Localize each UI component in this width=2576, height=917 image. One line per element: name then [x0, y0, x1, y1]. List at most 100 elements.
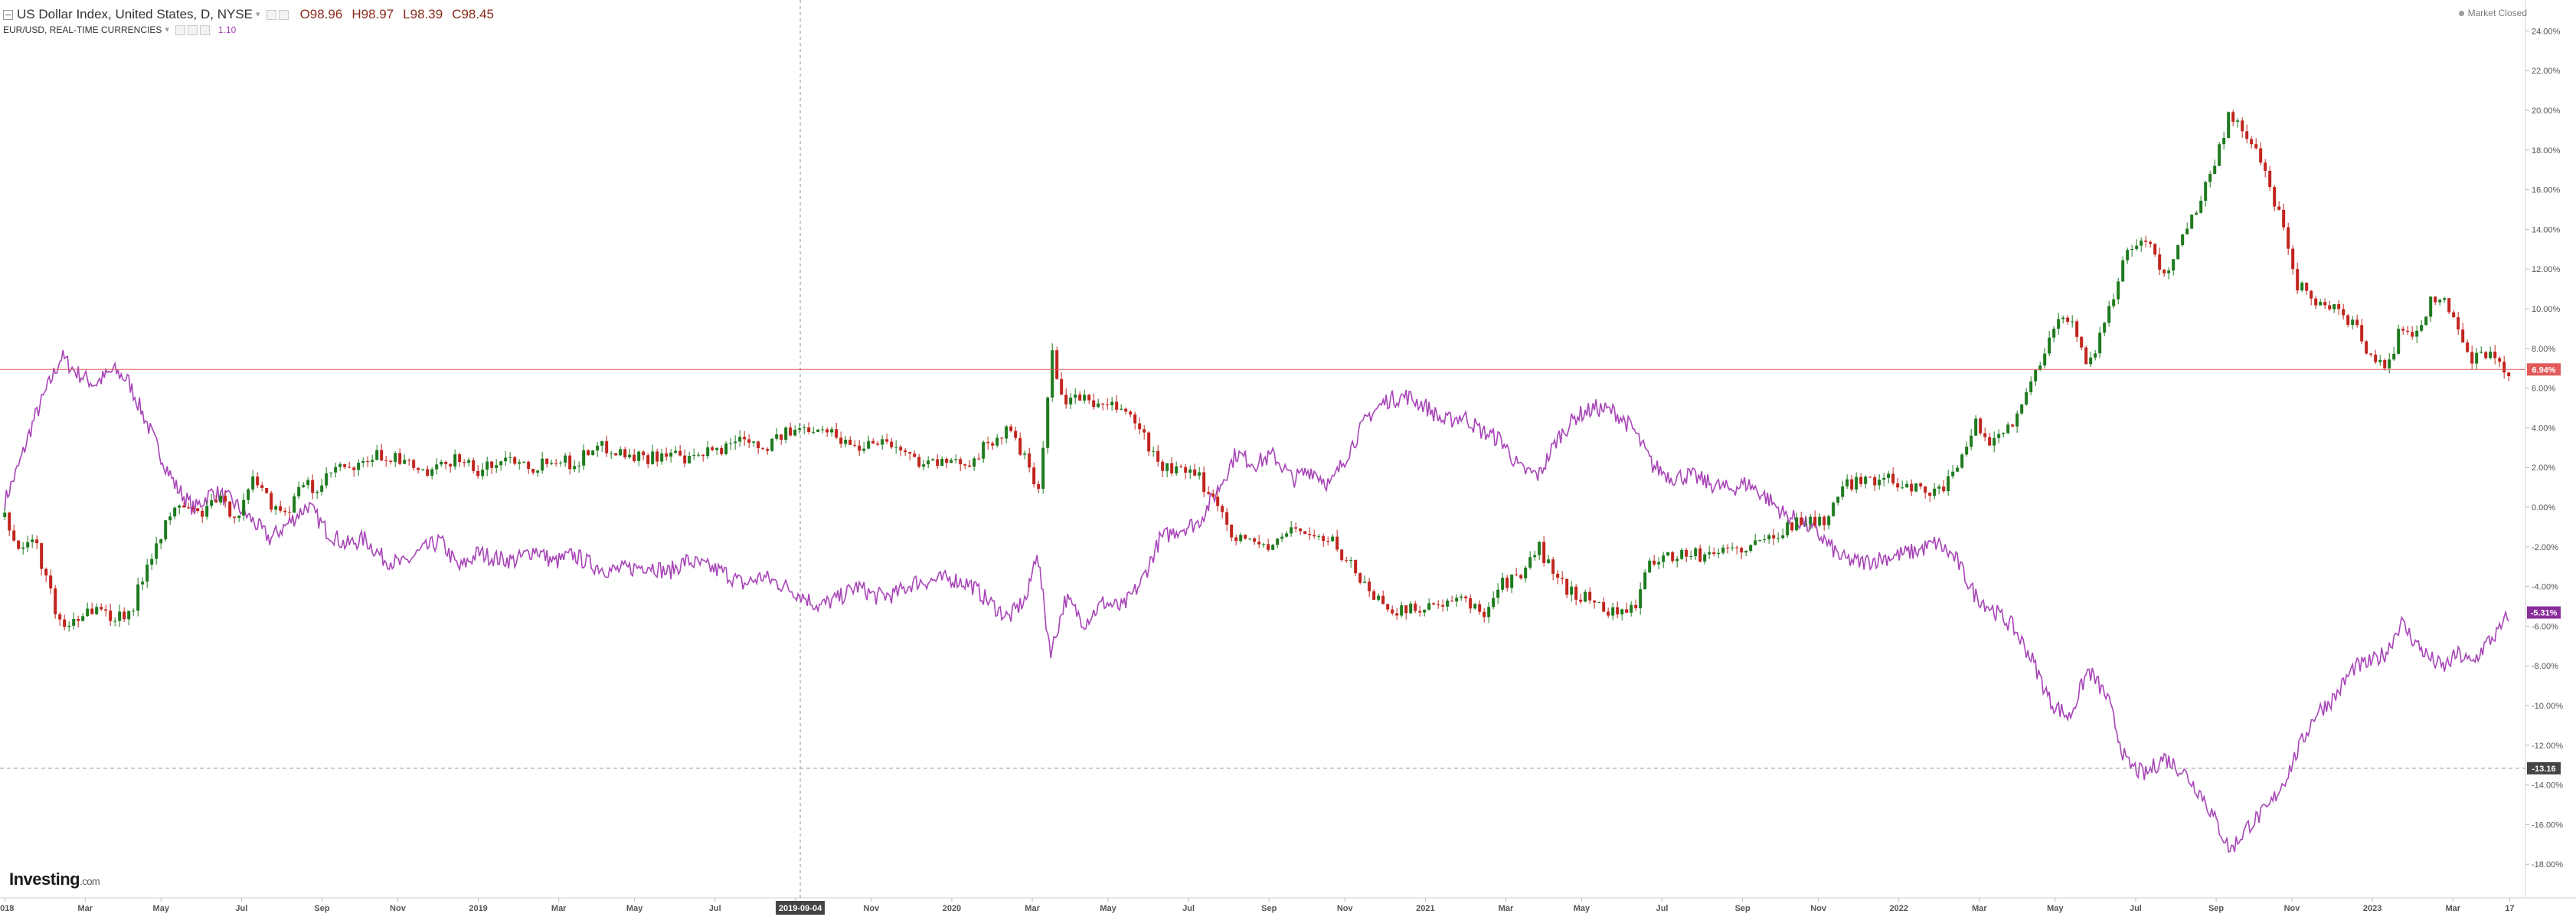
candle-body	[398, 453, 402, 464]
candle-body	[1721, 547, 1725, 553]
candle-body	[1358, 573, 1362, 583]
candle-body	[1832, 503, 1836, 516]
candle-body	[871, 440, 875, 444]
candle-body	[44, 568, 48, 576]
candle-body	[839, 437, 843, 444]
candle-body	[306, 480, 310, 486]
candle-body	[2360, 325, 2364, 342]
candle-body	[2507, 372, 2511, 376]
close-box-icon[interactable]	[199, 25, 210, 35]
candle-body	[371, 460, 374, 462]
candle-body	[2489, 352, 2493, 359]
candle-body	[476, 470, 480, 477]
candle-body	[1414, 603, 1417, 611]
candle-body	[90, 608, 94, 614]
settings-box-icon[interactable]	[266, 9, 276, 20]
candle-body	[2319, 302, 2323, 306]
candle-body	[1460, 596, 1463, 598]
x-tick-label: Mar	[78, 904, 93, 913]
candle-body	[1037, 483, 1041, 490]
ohlc-close-value: 98.45	[461, 7, 495, 21]
close-box-icon[interactable]	[278, 9, 289, 20]
candle-body	[81, 616, 85, 621]
candle-body	[86, 608, 90, 617]
candle-body	[2273, 187, 2277, 207]
candle-body	[991, 443, 995, 446]
candle-body	[867, 440, 871, 449]
candle-body	[1786, 522, 1790, 535]
collapse-legend-icon[interactable]	[3, 9, 13, 20]
candle-body	[1124, 408, 1128, 412]
candle-body	[2130, 248, 2134, 251]
candle-body	[2415, 330, 2419, 337]
candle-body	[2493, 352, 2497, 359]
candle-body	[2328, 305, 2332, 309]
candle-body	[770, 438, 774, 451]
candle-body	[1143, 429, 1146, 433]
candle-body	[1225, 512, 1229, 525]
chevron-down-icon[interactable]: ▾	[256, 10, 260, 19]
candle-body	[1643, 572, 1647, 590]
candle-body	[1712, 552, 1716, 555]
candle-body	[40, 543, 44, 569]
y-tick-label: 0.00%	[2532, 503, 2555, 513]
candle-body	[2397, 329, 2401, 354]
candle-body	[1891, 473, 1895, 483]
candle-body	[711, 447, 714, 450]
candle-body	[931, 459, 935, 461]
secondary-instrument-title: EUR/USD, REAL-TIME CURRENCIES	[3, 25, 162, 35]
candle-body	[1432, 603, 1436, 605]
candle-body	[12, 530, 16, 541]
candle-body	[1464, 596, 1468, 598]
candle-body	[435, 464, 439, 470]
candle-body	[1992, 437, 1996, 446]
settings-box-icon[interactable]	[187, 25, 198, 35]
candle-body	[109, 611, 113, 621]
candle-body	[605, 440, 609, 454]
candle-body	[325, 473, 329, 486]
candle-body	[1694, 548, 1698, 557]
candle-body	[1905, 483, 1909, 488]
candle-body	[1262, 544, 1266, 545]
eye-box-icon[interactable]	[175, 25, 185, 35]
candle-body	[1708, 552, 1711, 555]
candle-body	[600, 440, 604, 446]
y-tick-label: -6.00%	[2532, 622, 2558, 631]
candle-body	[1060, 378, 1064, 395]
investing-logo[interactable]: Investing.com	[9, 870, 100, 889]
candle-body	[1680, 550, 1684, 559]
candle-body	[1055, 350, 1059, 379]
candle-body	[848, 439, 852, 445]
candle-body	[1616, 607, 1620, 614]
chevron-down-icon[interactable]: ▾	[165, 25, 169, 34]
candle-body	[63, 619, 67, 627]
candle-body	[2305, 283, 2309, 291]
price-marker-label: 6.94%	[2532, 365, 2555, 375]
candle-body	[1634, 604, 1638, 609]
x-tick-label: Jul	[2130, 904, 2142, 913]
candle-body	[449, 463, 453, 467]
candle-body	[1947, 476, 1950, 492]
candle-body	[1625, 609, 1629, 613]
candle-body	[1547, 559, 1551, 563]
candle-body	[2158, 254, 2162, 270]
price-marker-badge	[2527, 363, 2561, 376]
candle-body	[1230, 524, 1234, 538]
y-tick-label: -4.00%	[2532, 583, 2558, 592]
candle-body	[2300, 283, 2304, 291]
candle-body	[1620, 609, 1624, 614]
candle-body	[2061, 317, 2065, 319]
candle-body	[2084, 347, 2088, 365]
candle-body	[1294, 527, 1298, 529]
candle-body	[2052, 329, 2056, 338]
candle-body	[1418, 611, 1422, 613]
candle-body	[2355, 319, 2359, 326]
candle-body	[1914, 483, 1918, 492]
candle-body	[536, 470, 540, 473]
candle-body	[237, 515, 241, 518]
chart-legend: US Dollar Index, United States, D, NYSE …	[3, 6, 494, 37]
candle-body	[1666, 552, 1670, 556]
candle-body	[58, 614, 62, 620]
